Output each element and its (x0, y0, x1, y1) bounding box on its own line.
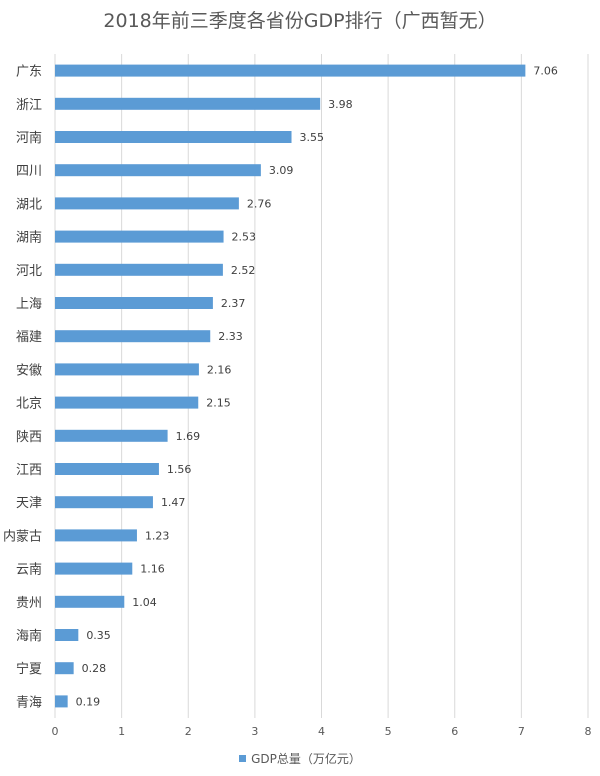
bar-0 (55, 64, 526, 77)
x-tick-label-0: 0 (52, 725, 59, 738)
bar-14 (55, 529, 137, 542)
data-label-7: 2.37 (221, 297, 246, 310)
bar-1 (55, 97, 321, 110)
x-axis-ticks: 0 1 2 3 4 5 6 7 8 (52, 725, 592, 738)
data-label-14: 1.23 (145, 529, 170, 542)
bars (55, 64, 526, 708)
category-label-11: 陕西 (16, 430, 42, 445)
bar-7 (55, 297, 213, 309)
x-tick-label-3: 3 (251, 725, 258, 738)
data-label-11: 1.69 (176, 430, 201, 443)
bar-17 (55, 629, 79, 641)
category-label-1: 浙江 (16, 98, 42, 113)
bar-8 (55, 330, 211, 343)
bar-3 (55, 164, 261, 177)
legend: GDP总量（万亿元） (0, 750, 600, 767)
data-label-0: 7.06 (533, 65, 558, 78)
bar-11 (55, 429, 168, 442)
category-label-14: 内蒙古 (3, 528, 42, 544)
category-labels: 广东浙江河南四川湖北湖南河北上海福建安徽北京陕西江西天津内蒙古云南贵州海南宁夏青… (3, 65, 42, 711)
data-label-19: 0.19 (76, 695, 101, 708)
category-label-13: 天津 (16, 496, 42, 511)
gridlines (54, 54, 589, 718)
bar-4 (55, 197, 239, 210)
legend-swatch (239, 755, 247, 762)
x-tick-label-4: 4 (318, 725, 325, 738)
chart-title: 2018年前三季度各省份GDP排行（广西暂无） (103, 10, 497, 32)
category-label-18: 宁夏 (16, 661, 42, 677)
bar-18 (55, 662, 74, 675)
category-label-9: 安徽 (16, 363, 42, 378)
category-label-3: 四川 (16, 164, 42, 179)
category-label-16: 贵州 (16, 596, 42, 611)
data-label-8: 2.33 (218, 330, 243, 343)
legend-label: GDP总量（万亿元） (251, 752, 361, 766)
bar-12 (55, 463, 159, 475)
data-label-3: 3.09 (269, 164, 294, 177)
data-label-17: 0.35 (86, 629, 111, 642)
data-label-10: 2.15 (206, 397, 231, 410)
category-label-12: 江西 (16, 463, 42, 478)
data-label-18: 0.28 (82, 662, 107, 675)
bar-16 (55, 595, 125, 608)
category-label-7: 上海 (16, 297, 42, 312)
data-label-4: 2.76 (247, 197, 272, 210)
bar-2 (55, 131, 292, 143)
data-label-12: 1.56 (167, 463, 192, 476)
bar-13 (55, 496, 153, 509)
data-label-16: 1.04 (132, 596, 157, 609)
data-labels: 7.06 3.98 3.55 3.09 2.76 2.53 2.52 2.37 2.33 2.16… (76, 65, 558, 709)
category-label-5: 湖南 (16, 230, 42, 246)
x-tick-label-7: 7 (518, 725, 525, 738)
data-label-9: 2.16 (207, 363, 232, 376)
data-label-6: 2.52 (231, 264, 256, 277)
x-tick-label-1: 1 (118, 725, 125, 738)
x-tick-label-2: 2 (185, 725, 192, 738)
x-tick-label-8: 8 (585, 725, 592, 738)
category-label-4: 湖北 (16, 197, 42, 212)
category-label-19: 青海 (16, 695, 42, 710)
category-label-6: 河北 (16, 264, 42, 279)
data-label-5: 2.53 (232, 231, 257, 244)
bar-chart: 广东浙江河南四川湖北湖南河北上海福建安徽北京陕西江西天津内蒙古云南贵州海南宁夏青… (3, 54, 592, 738)
data-label-15: 1.16 (140, 563, 165, 576)
category-label-2: 河南 (16, 130, 42, 146)
bar-19 (55, 695, 68, 708)
category-label-10: 北京 (16, 397, 42, 412)
bar-10 (55, 396, 199, 409)
category-label-8: 福建 (16, 330, 42, 345)
x-tick-label-5: 5 (385, 725, 392, 738)
x-tick-label-6: 6 (451, 725, 458, 738)
bar-9 (55, 363, 199, 376)
category-label-17: 海南 (16, 628, 42, 644)
bar-5 (55, 230, 224, 243)
bar-15 (55, 562, 133, 575)
category-label-0: 广东 (16, 65, 42, 80)
bar-6 (55, 263, 223, 276)
category-label-15: 云南 (16, 562, 42, 578)
data-label-2: 3.55 (300, 131, 325, 144)
data-label-13: 1.47 (161, 496, 186, 509)
data-label-1: 3.98 (328, 98, 353, 111)
